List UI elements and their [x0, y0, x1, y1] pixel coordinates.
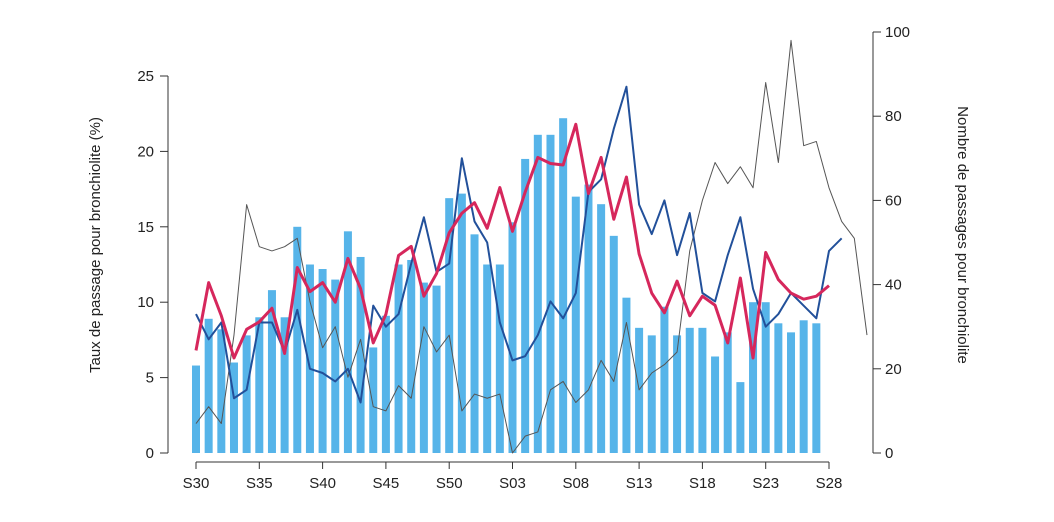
bar	[356, 256, 365, 453]
y-axis-left-tick-label: 20	[137, 143, 154, 160]
bar	[812, 323, 821, 453]
y-axis-right-tick-label: 20	[885, 361, 902, 378]
bar	[242, 335, 251, 453]
bar	[723, 332, 732, 453]
y-axis-right-tick-label: 100	[885, 24, 910, 41]
bar	[192, 365, 200, 453]
bar	[204, 318, 213, 453]
x-axis-tick-label: S50	[436, 475, 463, 492]
bar	[217, 329, 226, 453]
x-axis-tick-label: S28	[816, 475, 843, 492]
bar	[369, 347, 378, 453]
y-axis-left-tick-label: 15	[137, 219, 154, 236]
bar	[799, 320, 808, 453]
bar	[711, 356, 720, 453]
y-axis-left-tick-label: 10	[137, 294, 154, 311]
bar	[508, 222, 517, 453]
bar	[609, 235, 618, 453]
bar	[597, 204, 606, 453]
x-axis-tick-label: S03	[499, 475, 526, 492]
y-axis-right-tick-label: 60	[885, 192, 902, 209]
bar	[381, 315, 390, 453]
bar	[229, 362, 238, 453]
bar	[419, 282, 428, 453]
bar	[761, 302, 770, 453]
bar	[673, 335, 682, 453]
y-axis-left-title: Taux de passage pour bronchiolite (%)	[87, 117, 104, 373]
x-axis-tick-label: S45	[373, 475, 400, 492]
y-axis-right-tick-label: 40	[885, 277, 902, 294]
bar	[343, 231, 352, 453]
y-axis-right-tick-label: 80	[885, 108, 902, 125]
x-axis-tick-label: S23	[752, 475, 779, 492]
bar	[546, 134, 555, 453]
bar	[571, 196, 580, 453]
bar	[521, 158, 530, 453]
series-line-red	[194, 122, 830, 360]
bar	[394, 264, 403, 453]
bar	[470, 234, 479, 453]
bars-series	[192, 118, 821, 453]
x-axis-tick-label: S30	[183, 475, 210, 492]
y-axis-left-tick-label: 5	[146, 370, 154, 387]
y-axis-left-tick-label: 0	[146, 445, 154, 462]
bar	[787, 332, 796, 453]
bar	[293, 226, 302, 453]
bar	[280, 317, 289, 453]
bar	[457, 193, 466, 453]
x-axis-tick-label: S08	[562, 475, 589, 492]
bar	[533, 134, 542, 453]
bar	[584, 184, 593, 453]
bar	[407, 259, 416, 453]
x-axis-tick-label: S35	[246, 475, 273, 492]
bar	[749, 302, 758, 453]
bar	[267, 290, 276, 453]
bar	[445, 198, 454, 453]
bar	[698, 327, 707, 453]
lines-group	[194, 39, 868, 454]
bar	[622, 297, 631, 453]
y-axis-right-title: Nombre de passages pour bronchiolite	[954, 106, 971, 364]
axes: 0 5 10 15 20 25 0 20 40 60 80 100 S30 S35 S40 S45 S50 S03…	[137, 24, 910, 492]
bar	[685, 327, 694, 453]
x-axis-tick-label: S18	[689, 475, 716, 492]
bar	[305, 264, 314, 453]
y-axis-right-tick-label: 0	[885, 445, 893, 462]
bar	[635, 327, 644, 453]
bar	[736, 382, 745, 453]
bar	[331, 279, 340, 453]
series-line-thin	[195, 39, 868, 454]
bar	[255, 317, 264, 453]
bar	[495, 264, 504, 453]
series-line-blue	[195, 85, 843, 404]
y-axis-left-tick-label: 25	[137, 68, 154, 85]
bar	[647, 335, 656, 453]
bar	[660, 306, 669, 453]
x-axis-tick-label: S13	[626, 475, 653, 492]
bar	[774, 323, 783, 453]
bar	[483, 264, 492, 453]
x-axis-tick-label: S40	[309, 475, 336, 492]
bar	[318, 269, 327, 453]
bar	[559, 118, 568, 453]
bar	[432, 285, 441, 453]
